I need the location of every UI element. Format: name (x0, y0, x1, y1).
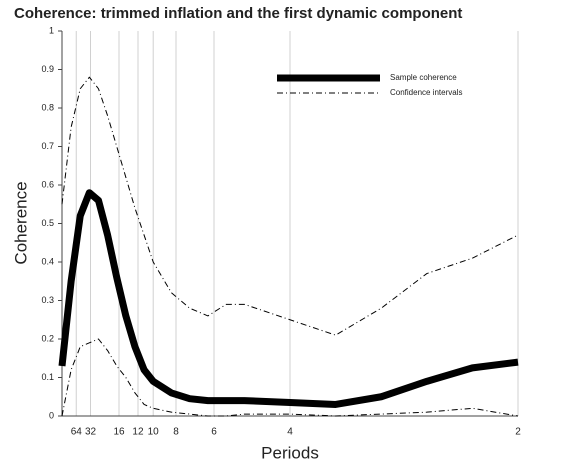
chart-title: Coherence: trimmed inflation and the fir… (14, 5, 462, 22)
x-tick-label: 10 (148, 427, 160, 438)
y-tick-label: 0.9 (41, 64, 54, 74)
x-tick-label: 6 (211, 427, 217, 438)
y-axis-label: Coherence (11, 181, 30, 264)
x-tick-label: 2 (515, 427, 521, 438)
x-tick-label: 12 (132, 427, 144, 438)
series-line (58, 189, 519, 408)
y-tick-label: 0 (49, 410, 54, 420)
x-tick-label: 64 (71, 427, 83, 438)
series-line (61, 76, 519, 336)
y-tick-label: 0.4 (41, 256, 54, 266)
y-tick-label: 0.1 (41, 372, 54, 382)
x-tick-label: 32 (85, 427, 97, 438)
legend-label: Sample coherence (390, 73, 457, 82)
x-tick-label: 16 (113, 427, 125, 438)
x-axis-label: Periods (261, 443, 319, 462)
legend-label: Confidence intervals (390, 88, 462, 97)
x-tick-label: 8 (173, 427, 179, 438)
y-tick-label: 0.3 (41, 295, 54, 305)
y-tick-label: 0.8 (41, 102, 54, 112)
y-tick-label: 0.2 (41, 333, 54, 343)
x-tick-label: 4 (287, 427, 293, 438)
y-tick-label: 0.5 (41, 218, 54, 228)
y-tick-label: 0.6 (41, 179, 54, 189)
y-tick-label: 1 (49, 25, 54, 35)
y-tick-label: 0.7 (41, 141, 54, 151)
